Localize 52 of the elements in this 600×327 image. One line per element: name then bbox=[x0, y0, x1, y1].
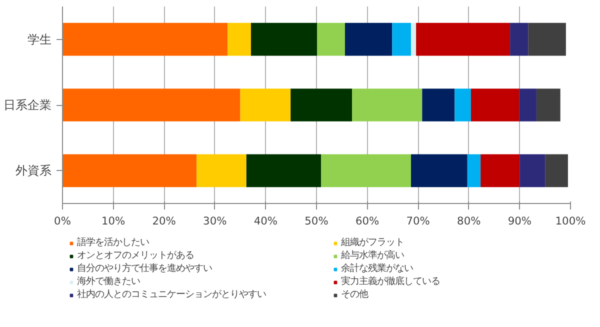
legend-label: 自分のやり方で仕事を進めやすい bbox=[77, 262, 213, 275]
bar bbox=[536, 88, 560, 122]
x-tick-label: 70% bbox=[406, 214, 430, 228]
y-tick-label: 日系企業 bbox=[4, 98, 52, 112]
bar bbox=[344, 22, 392, 56]
x-tick-label: 20% bbox=[152, 214, 176, 228]
legend-label: 組織がフラット bbox=[341, 236, 405, 249]
legend-label: その他 bbox=[341, 288, 370, 301]
x-tick-label: 40% bbox=[254, 214, 278, 228]
legend-label: 給与水準が高い bbox=[341, 249, 405, 262]
bar bbox=[352, 88, 422, 122]
bar bbox=[290, 88, 352, 122]
x-tick-label: 60% bbox=[355, 214, 380, 228]
bar bbox=[422, 88, 455, 122]
x-tick-label: 10% bbox=[101, 214, 126, 228]
bar bbox=[62, 88, 240, 122]
bar bbox=[454, 88, 471, 122]
legend-label: 海外で働きたい bbox=[77, 275, 141, 288]
bar bbox=[240, 88, 291, 122]
bar bbox=[228, 22, 251, 56]
bar bbox=[467, 154, 481, 188]
bar bbox=[410, 22, 416, 56]
bar bbox=[246, 154, 322, 188]
bar bbox=[410, 154, 468, 188]
x-tick-label: 0% bbox=[54, 214, 71, 228]
bar bbox=[480, 154, 520, 188]
bar bbox=[62, 22, 228, 56]
x-tick-label: 80% bbox=[457, 214, 481, 228]
bar bbox=[528, 22, 566, 56]
bar bbox=[470, 88, 520, 122]
x-tick-label: 100% bbox=[555, 214, 586, 228]
bar bbox=[196, 154, 246, 188]
bar bbox=[545, 154, 568, 188]
legend-label: 語学を活かしたい bbox=[77, 236, 150, 249]
bar bbox=[250, 22, 318, 56]
bar bbox=[321, 154, 411, 188]
legend-label: 実力主義が徹底している bbox=[341, 275, 441, 288]
x-tick-label: 30% bbox=[203, 214, 227, 228]
bar bbox=[317, 22, 345, 56]
legend-label: 社内の人とのコミュニケーションがとりやすい bbox=[77, 288, 267, 301]
bar bbox=[62, 154, 197, 188]
bar bbox=[392, 22, 411, 56]
bar bbox=[510, 22, 528, 56]
bar bbox=[520, 154, 546, 188]
bar bbox=[519, 88, 536, 122]
x-tick-label: 50% bbox=[304, 214, 328, 228]
x-tick-label: 90% bbox=[508, 214, 532, 228]
legend-label: 余計な残業がない bbox=[341, 262, 414, 275]
y-tick-label: 学生 bbox=[28, 32, 52, 46]
legend-label: オンとオフのメリットがある bbox=[77, 249, 195, 262]
bar bbox=[416, 22, 510, 56]
y-tick-label: 外資系 bbox=[16, 164, 52, 178]
